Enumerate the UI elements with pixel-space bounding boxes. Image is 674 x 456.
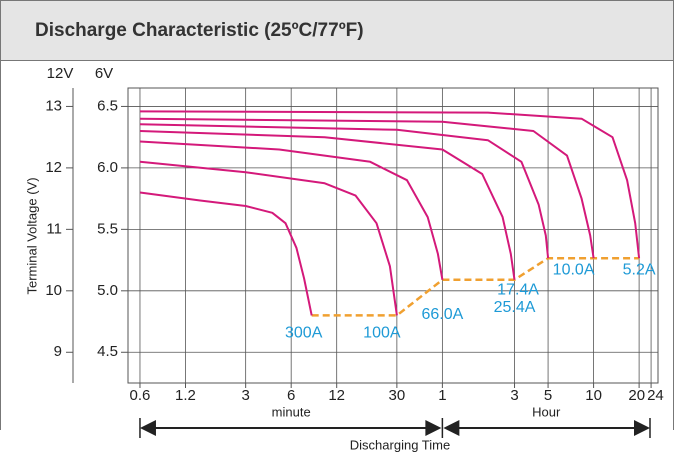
x-tick-label: 30 <box>389 387 406 404</box>
curve <box>139 191 313 316</box>
x-group-label: Hour <box>532 404 561 419</box>
series-label: 17.4A <box>497 281 539 298</box>
arrow-head <box>634 420 650 436</box>
y-axis-header: 12V <box>47 65 74 82</box>
x-tick-label: 20 <box>628 387 645 404</box>
x-tick-label: 12 <box>328 387 345 404</box>
arrow-head <box>139 420 156 436</box>
y2-tick-label: 5.0 <box>97 282 118 299</box>
chart-title: Discharge Characteristic (25ºC/77ºF) <box>35 20 364 41</box>
x-tick-label: 0.6 <box>130 387 151 404</box>
x-tick-label: 1.2 <box>175 387 196 404</box>
x-tick-label: 10 <box>585 387 602 404</box>
x-tick-label: 5 <box>544 387 552 404</box>
y2-tick-label: 6.0 <box>97 159 118 176</box>
y-tick-label: 11 <box>46 220 62 237</box>
x-tick-label: 24 <box>647 387 664 404</box>
curve <box>139 130 516 280</box>
curve <box>139 123 550 259</box>
series-label: 5.2A <box>623 261 656 278</box>
x-group-label: minute <box>272 404 311 419</box>
header-band <box>0 0 674 61</box>
y2-tick-label: 4.5 <box>97 343 118 360</box>
curve <box>139 117 595 259</box>
y-tick-label: 9 <box>54 343 62 360</box>
x-axis-label: Discharging Time <box>350 437 450 452</box>
series-label: 300A <box>285 325 323 342</box>
arrow-head <box>443 420 460 436</box>
y-axis-label: Terminal Voltage (V) <box>24 177 39 294</box>
curve <box>139 140 444 280</box>
y-tick-label: 13 <box>45 97 62 114</box>
y2-tick-label: 5.5 <box>97 220 118 237</box>
cutoff-line <box>311 256 640 317</box>
y2-tick-label: 6.5 <box>97 97 118 114</box>
series-label: 66.0A <box>421 306 463 323</box>
series-label: 10.0A <box>553 261 595 278</box>
y2-axis-header: 6V <box>95 65 113 82</box>
curve <box>139 160 398 316</box>
y-tick-label: 10 <box>45 282 62 299</box>
series-label: 25.4A <box>494 299 536 316</box>
arrow-head <box>425 420 442 436</box>
x-tick-label: 3 <box>241 387 249 404</box>
plot-frame <box>127 87 659 384</box>
x-tick-label: 3 <box>510 387 518 404</box>
series-label: 100A <box>363 325 401 342</box>
x-tick-label: 1 <box>438 387 446 404</box>
y-tick-label: 12 <box>45 159 62 176</box>
x-tick-label: 6 <box>287 387 295 404</box>
curve <box>139 110 641 259</box>
